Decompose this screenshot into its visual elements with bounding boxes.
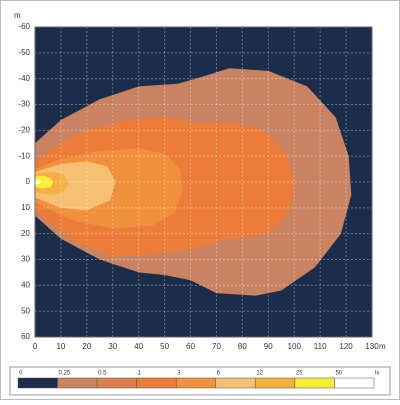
y-tick-label: 40 <box>21 280 30 289</box>
x-tick-label: 50 <box>160 342 169 351</box>
y-tick-label: 60 <box>21 332 30 341</box>
x-tick-label: 120 <box>339 342 353 351</box>
legend-label: 25 <box>296 371 303 377</box>
legend-label: 3 <box>177 371 181 377</box>
x-tick-label: 10 <box>56 342 65 351</box>
legend-label: 0.5 <box>98 371 107 377</box>
x-tick-label: 0 <box>33 342 38 351</box>
y-tick-label: -10 <box>18 151 30 160</box>
plot-border <box>34 26 373 338</box>
y-tick-label: 50 <box>21 306 30 315</box>
legend-swatch <box>215 377 256 389</box>
legend-swatch <box>334 377 375 389</box>
x-tick-label: 40 <box>134 342 143 351</box>
legend-label: 0 <box>19 371 23 377</box>
y-tick-label: -60 <box>18 22 30 31</box>
legend-swatch <box>96 377 137 389</box>
x-tick-label: 110 <box>314 342 327 351</box>
x-tick-label: 60 <box>186 342 195 351</box>
legend-swatch <box>17 377 58 389</box>
y-tick-label: 30 <box>21 255 30 264</box>
y-axis-label: m <box>14 11 21 20</box>
x-tick-label: 30 <box>108 342 117 351</box>
legend-swatch <box>136 377 177 389</box>
x-tick-label: 100 <box>288 342 302 351</box>
legend-swatch <box>57 377 98 389</box>
legend-label: 12 <box>256 371 263 377</box>
y-tick-label: -40 <box>18 74 30 83</box>
legend-swatch <box>255 377 296 389</box>
x-tick-label: 90 <box>264 342 273 351</box>
legend-label: 1 <box>138 371 142 377</box>
x-tick-label: 20 <box>82 342 91 351</box>
y-tick-label: -20 <box>18 125 30 134</box>
x-tick-label: 130 <box>365 342 379 351</box>
x-tick-label: 70 <box>212 342 221 351</box>
isoline-region <box>35 175 54 189</box>
isoline-region <box>35 180 42 185</box>
legend-swatch <box>175 377 217 389</box>
y-tick-label: 10 <box>21 203 30 212</box>
legend-label: 50 <box>335 371 342 377</box>
y-tick-label: -50 <box>18 48 30 57</box>
legend-swatch <box>294 377 335 389</box>
legend-label: 0.25 <box>59 371 71 377</box>
y-tick-label: -30 <box>18 100 30 109</box>
x-tick-label: 80 <box>238 342 247 351</box>
x-axis-label: m <box>379 342 386 351</box>
y-tick-label: 0 <box>26 177 31 186</box>
legend-label: 6 <box>217 371 221 377</box>
legend-unit: lx <box>375 371 379 377</box>
y-tick-label: 20 <box>21 229 30 238</box>
